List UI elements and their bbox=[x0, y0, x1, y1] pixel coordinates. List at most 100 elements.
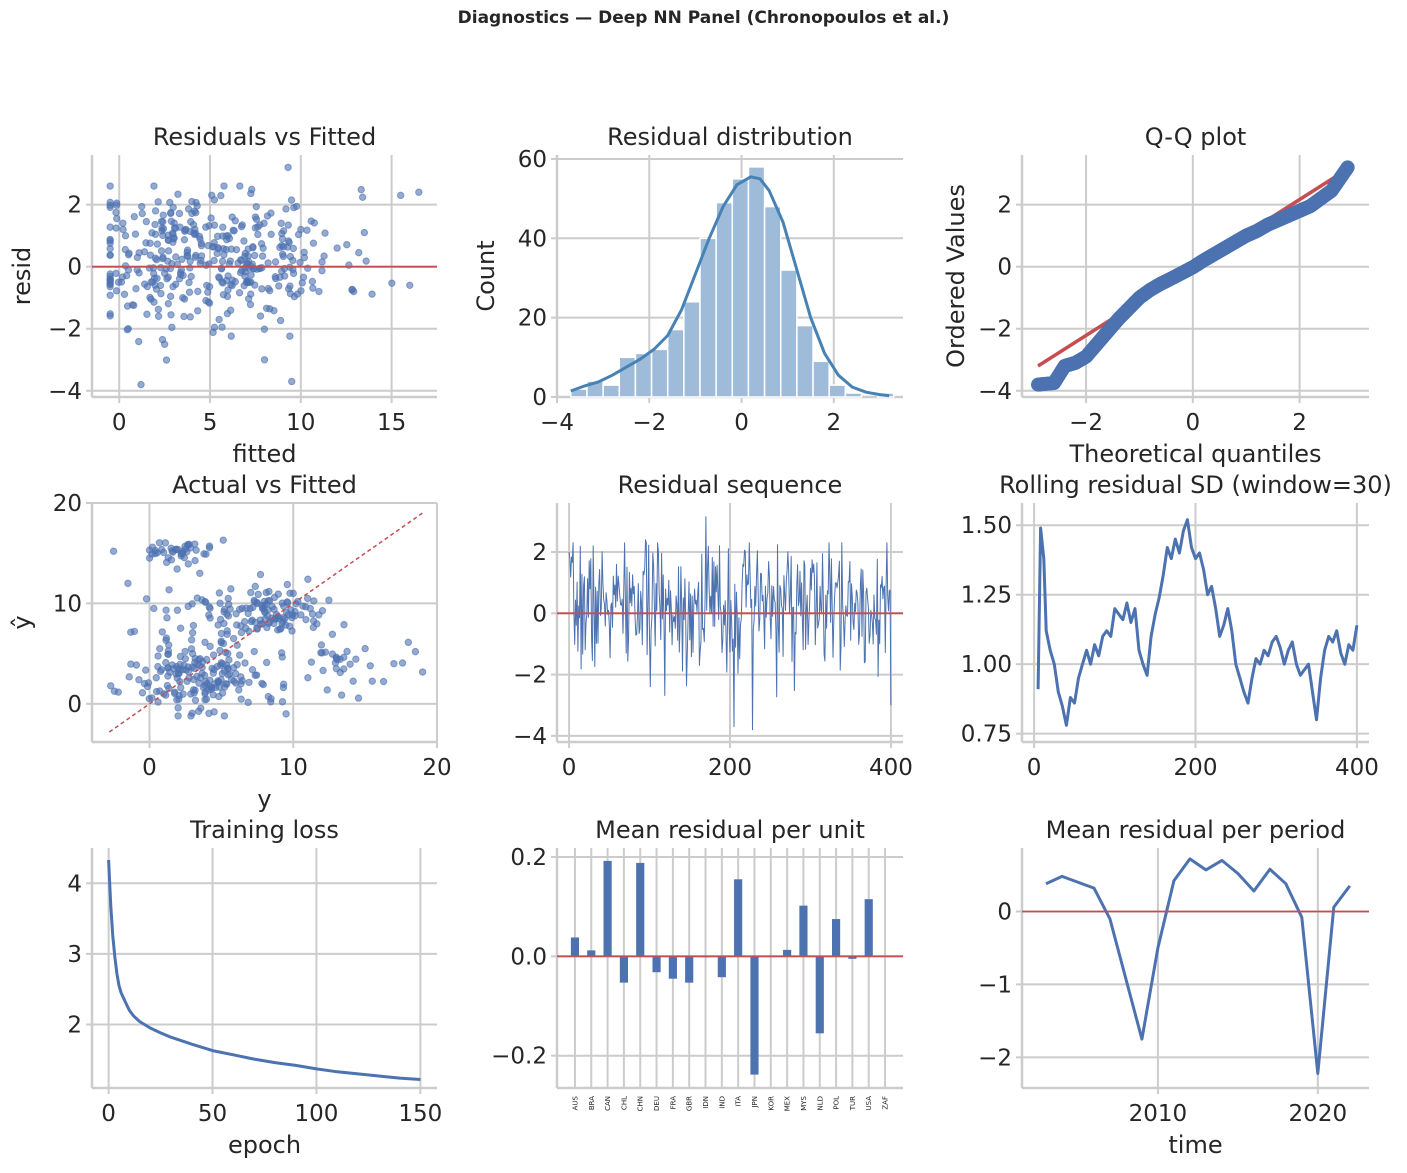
scatter-point bbox=[180, 295, 189, 303]
x-tick-label: CAN bbox=[604, 1096, 612, 1111]
kde-curve bbox=[570, 175, 890, 398]
scatter-point bbox=[162, 606, 170, 614]
y-tick-label: 2 bbox=[532, 540, 547, 566]
x-tick-label: 200 bbox=[1174, 755, 1218, 781]
scatter-point bbox=[201, 690, 209, 698]
scatter-point bbox=[240, 237, 248, 245]
scatter-point bbox=[106, 223, 114, 231]
y-tick-label: 0.75 bbox=[961, 722, 1012, 748]
scatter-point bbox=[140, 280, 149, 288]
scatter-point bbox=[202, 677, 210, 686]
scatter-point bbox=[142, 217, 151, 226]
x-tick-label: TUR bbox=[849, 1096, 857, 1111]
scatter-point bbox=[164, 650, 172, 658]
scatter-point bbox=[229, 226, 237, 234]
scatter-point bbox=[227, 332, 235, 340]
scatter-point bbox=[396, 191, 405, 200]
panel-residual-distribution: 0 20 40 60 Residual distribution Count −4 −2 0 2 bbox=[472, 123, 903, 436]
scatter-point bbox=[106, 182, 114, 190]
scatter-point bbox=[321, 229, 329, 237]
scatter-point bbox=[290, 203, 298, 212]
scatter-point bbox=[205, 611, 213, 619]
histogram-bar bbox=[747, 166, 766, 398]
x-tick-label: 0 bbox=[142, 755, 157, 781]
scatter-point bbox=[304, 674, 312, 682]
scatter-point bbox=[135, 675, 143, 684]
histogram-bar bbox=[828, 384, 847, 398]
scatter-point bbox=[297, 287, 305, 295]
scatter-point bbox=[278, 653, 286, 661]
scatter-point bbox=[169, 282, 177, 291]
scatter-point bbox=[138, 689, 147, 697]
x-tick-label: POL bbox=[833, 1096, 841, 1110]
scatter-point bbox=[163, 275, 171, 283]
scatter-point bbox=[227, 676, 236, 684]
scatter-point bbox=[274, 626, 282, 634]
scatter-point bbox=[176, 677, 184, 686]
bar-tur bbox=[848, 956, 857, 959]
scatter-point bbox=[190, 664, 198, 673]
scatter-point bbox=[119, 219, 127, 227]
scatter-point bbox=[220, 608, 228, 616]
scatter-point bbox=[361, 644, 369, 653]
scatter-point bbox=[157, 289, 165, 298]
panel-residuals-vs-fitted: −4 −2 0 2 Residuals vs Fitted fitted resid 0 5 10… bbox=[8, 123, 437, 468]
scatter-point bbox=[174, 190, 182, 198]
scatter-point bbox=[120, 290, 129, 298]
x-tick-label: 10 bbox=[279, 755, 308, 781]
scatter-point bbox=[216, 615, 225, 624]
bar-jpn bbox=[750, 956, 759, 1075]
scatter-point bbox=[251, 582, 259, 591]
histogram-bar bbox=[715, 201, 734, 398]
bar-bra bbox=[587, 950, 596, 957]
scatter-point bbox=[285, 622, 294, 630]
scatter-point bbox=[110, 687, 119, 695]
scatter-point bbox=[162, 356, 171, 364]
panel-actual-vs-fitted: 0 10 20 Actual vs Fitted y ŷ 0 10 20 bbox=[8, 471, 452, 813]
scatter-point bbox=[418, 668, 427, 676]
scatter-point bbox=[220, 182, 228, 190]
scatter-point bbox=[164, 299, 173, 308]
histogram-bar bbox=[763, 205, 782, 398]
mean-residual-period-line bbox=[1045, 857, 1351, 1075]
scatter-point bbox=[205, 544, 214, 552]
scatter-point bbox=[309, 239, 318, 247]
scatter-point bbox=[241, 659, 249, 667]
scatter-point bbox=[201, 638, 209, 647]
x-tick-label: 2 bbox=[826, 410, 841, 436]
x-tick-label: −2 bbox=[632, 410, 666, 436]
scatter-point bbox=[128, 301, 137, 309]
scatter-point bbox=[170, 219, 178, 227]
scatter-point bbox=[193, 594, 201, 602]
y-tick-label: −1 bbox=[978, 972, 1012, 998]
scatter-point bbox=[166, 292, 175, 301]
scatter-point bbox=[131, 230, 140, 238]
scatter-point bbox=[106, 280, 114, 289]
scatter-point bbox=[308, 277, 317, 286]
scatter-point bbox=[279, 618, 287, 626]
scatter-point bbox=[258, 264, 266, 272]
y-tick-label: −4 bbox=[48, 379, 82, 405]
scatter-point bbox=[194, 287, 202, 296]
panel-title: Training loss bbox=[189, 816, 339, 844]
panel-title: Residuals vs Fitted bbox=[153, 123, 376, 151]
scatter-point bbox=[252, 202, 260, 211]
scatter-point bbox=[244, 277, 252, 286]
scatter-point bbox=[278, 235, 287, 243]
x-tick-label: 0 bbox=[1186, 410, 1201, 436]
scatter-point bbox=[210, 665, 218, 674]
scatter-point bbox=[106, 251, 114, 259]
y-tick-label: 2 bbox=[67, 193, 82, 219]
scatter-point bbox=[248, 666, 257, 674]
scatter-point bbox=[323, 686, 331, 694]
scatter-point bbox=[279, 227, 288, 235]
scatter-point bbox=[318, 267, 326, 275]
y-tick-label: 3 bbox=[67, 942, 82, 968]
y-tick-label: 0 bbox=[997, 899, 1012, 925]
scatter-point bbox=[130, 627, 139, 636]
scatter-point bbox=[210, 196, 219, 204]
bar-pol bbox=[832, 919, 841, 957]
histogram-bar bbox=[731, 178, 750, 398]
scatter-point bbox=[125, 673, 133, 681]
scatter-point bbox=[185, 288, 194, 296]
